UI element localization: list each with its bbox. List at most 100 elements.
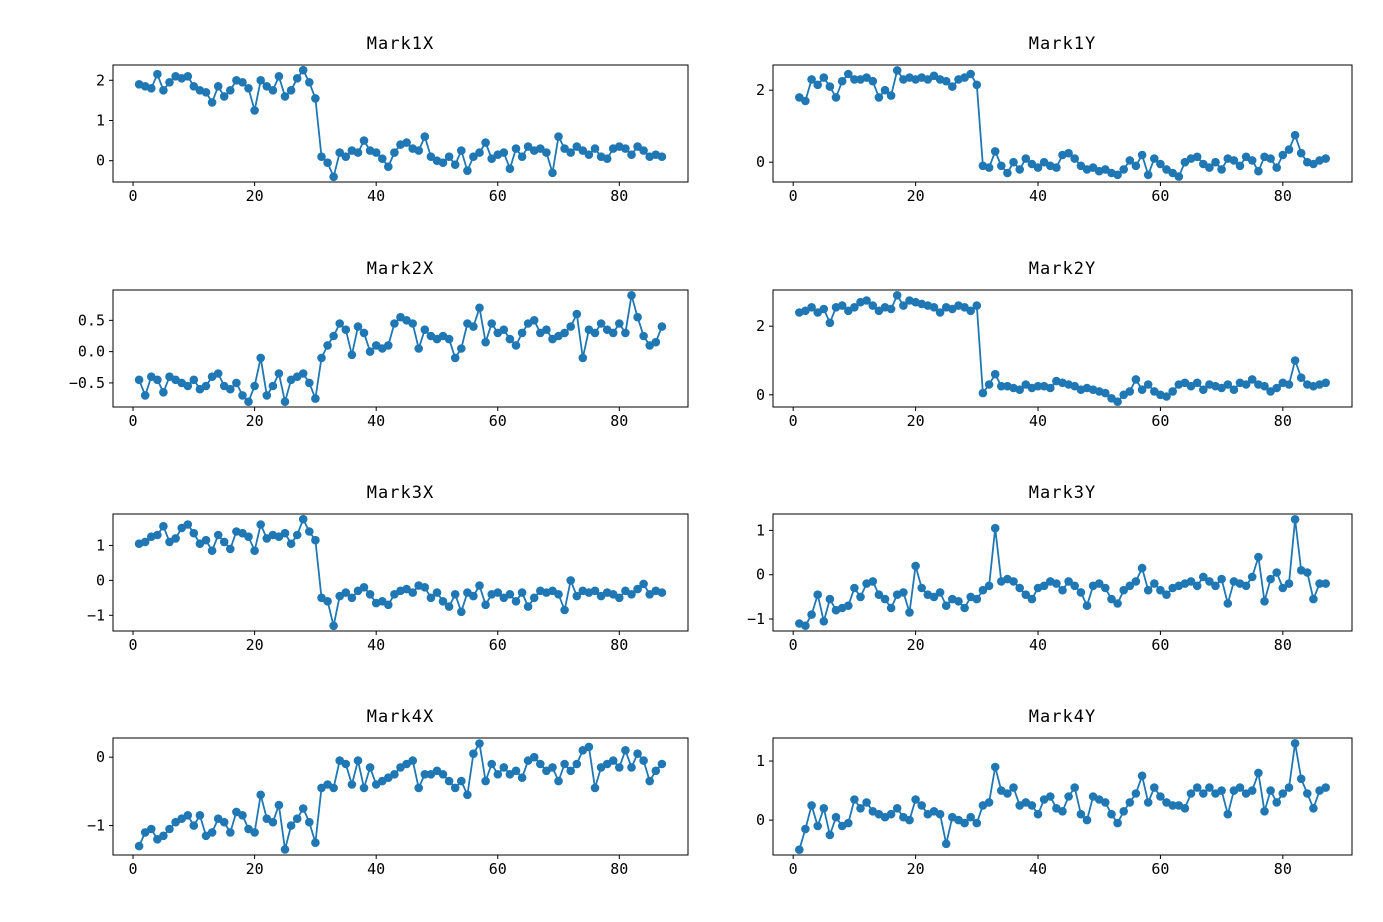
data-point-marker — [990, 369, 1000, 379]
plot-border — [112, 737, 689, 856]
data-point-marker — [207, 828, 217, 837]
data-point-marker — [1211, 157, 1220, 167]
data-point-marker — [801, 96, 810, 106]
data-point-marker — [560, 328, 569, 338]
data-point-marker — [948, 82, 957, 91]
data-point-marker — [420, 132, 430, 141]
data-point-marker — [1260, 597, 1269, 606]
data-point-marker — [1168, 801, 1177, 810]
x-tick-label: 80 — [1274, 412, 1292, 430]
data-point-marker — [1070, 154, 1079, 163]
data-point-marker — [886, 809, 896, 819]
data-point-marker — [444, 602, 454, 611]
data-point-marker — [837, 76, 847, 86]
data-point-marker — [886, 603, 896, 613]
data-point-marker — [1150, 154, 1159, 163]
data-point-marker — [1070, 581, 1079, 591]
data-point-marker — [1229, 156, 1239, 165]
data-point-marker — [341, 588, 351, 597]
data-point-marker — [1241, 380, 1251, 389]
data-point-marker — [633, 312, 642, 322]
data-point-marker — [213, 82, 223, 91]
data-point-marker — [578, 146, 588, 155]
x-axis-ticks: 0 20 40 60 80 — [789, 631, 1292, 654]
data-point-marker — [825, 82, 835, 91]
data-point-marker — [493, 770, 503, 779]
data-point-marker — [1131, 789, 1141, 798]
data-point-marker — [1143, 798, 1153, 807]
data-point-marker — [286, 86, 296, 95]
series-markers — [795, 66, 1330, 181]
y-tick-label: 1 — [756, 752, 765, 770]
data-point-marker — [244, 532, 253, 541]
x-tick-label: 40 — [1029, 860, 1047, 878]
x-tick-label: 80 — [1274, 636, 1292, 654]
data-point-marker — [323, 158, 332, 167]
data-point-marker — [1186, 789, 1196, 798]
data-point-marker — [917, 583, 926, 593]
data-point-marker — [633, 749, 642, 758]
data-point-marker — [487, 319, 497, 328]
data-point-marker — [469, 322, 478, 331]
data-point-marker — [250, 828, 259, 837]
data-point-marker — [844, 69, 853, 79]
data-point-marker — [438, 158, 448, 167]
y-tick-label: 2 — [96, 71, 105, 89]
data-point-marker — [329, 783, 338, 793]
data-point-marker — [153, 69, 162, 79]
data-point-marker — [438, 597, 448, 606]
subplot-mark2x: Mark2X 0 20 40 60 80 −0.5 0.0 0.5 — [68, 254, 696, 433]
data-point-marker — [1223, 380, 1233, 389]
y-tick-label: −0.5 — [69, 374, 105, 392]
data-point-marker — [1199, 789, 1208, 798]
data-point-marker — [1082, 601, 1092, 610]
data-point-marker — [554, 132, 563, 141]
y-axis-ticks: 01 — [756, 752, 773, 829]
data-point-marker — [548, 763, 557, 772]
data-point-marker — [329, 621, 338, 631]
data-point-marker — [536, 144, 545, 153]
data-point-marker — [1192, 378, 1202, 388]
x-tick-label: 0 — [789, 412, 798, 430]
x-tick-label: 80 — [1274, 187, 1292, 205]
data-point-marker — [1284, 783, 1294, 792]
data-point-marker — [457, 146, 466, 155]
data-point-marker — [353, 148, 363, 157]
data-point-marker — [469, 591, 478, 601]
data-point-marker — [819, 304, 829, 314]
data-point-marker — [1296, 148, 1306, 158]
data-point-marker — [1217, 165, 1226, 174]
data-point-marker — [505, 590, 515, 599]
data-point-marker — [1101, 165, 1110, 174]
data-point-marker — [134, 375, 144, 385]
data-point-marker — [1156, 792, 1165, 801]
data-point-marker — [1113, 818, 1122, 828]
data-point-marker — [481, 776, 490, 786]
data-point-marker — [850, 795, 859, 804]
data-point-marker — [1254, 768, 1263, 778]
data-point-marker — [505, 334, 515, 344]
data-point-marker — [426, 152, 436, 161]
data-point-marker — [329, 172, 338, 182]
subplot-mark4x: Mark4X 0 20 40 60 80 −1 0 — [68, 702, 696, 881]
data-point-marker — [929, 592, 939, 602]
data-point-marker — [469, 152, 478, 161]
data-point-marker — [311, 94, 320, 103]
data-point-marker — [390, 319, 399, 328]
x-tick-label: 0 — [789, 860, 798, 878]
data-point-marker — [1272, 568, 1281, 577]
data-point-marker — [305, 817, 314, 827]
data-point-marker — [1033, 163, 1043, 172]
y-axis-ticks: 02 — [756, 81, 773, 171]
data-point-marker — [819, 617, 829, 626]
data-point-marker — [1247, 156, 1257, 165]
data-point-marker — [825, 318, 835, 328]
data-point-marker — [1107, 809, 1116, 819]
data-point-marker — [250, 381, 259, 391]
data-point-marker — [548, 168, 557, 178]
data-point-marker — [450, 353, 460, 363]
data-point-marker — [317, 152, 326, 161]
data-point-marker — [1296, 373, 1306, 382]
data-point-marker — [850, 583, 859, 593]
data-point-marker — [801, 824, 810, 834]
